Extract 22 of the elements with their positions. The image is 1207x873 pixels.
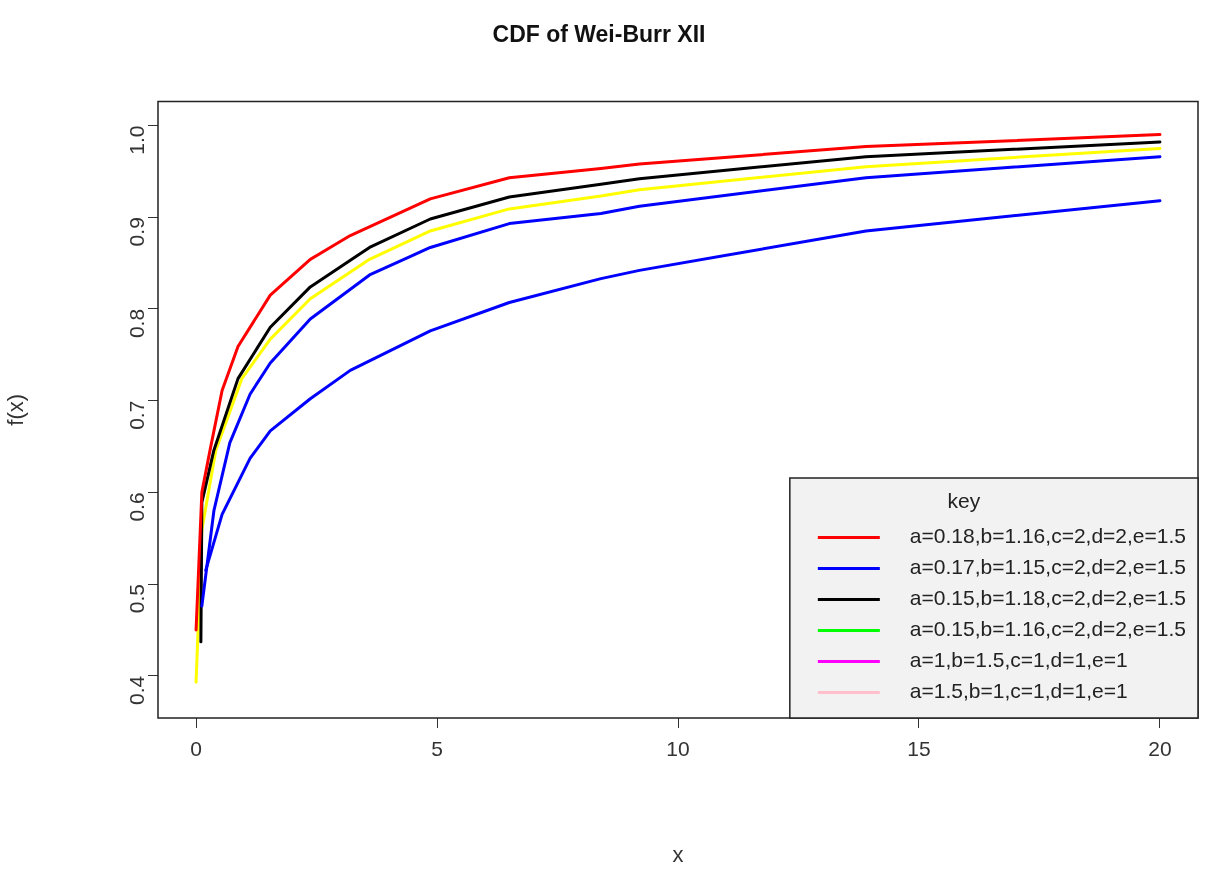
x-tick-label: 20: [1148, 737, 1172, 761]
legend-label: a=0.15,b=1.18,c=2,d=2,e=1.5: [909, 586, 1186, 610]
x-tick-label: 5: [431, 737, 443, 761]
legend-label: a=1.5,b=1,c=1,d=1,e=1: [909, 679, 1128, 703]
y-tick-label: 0.4: [124, 675, 148, 706]
legend-label: a=0.18,b=1.16,c=2,d=2,e=1.5: [909, 524, 1186, 548]
x-tick-label: 15: [907, 737, 931, 761]
x-tick-label: 0: [190, 737, 202, 761]
y-tick-label: 0.7: [124, 400, 148, 430]
y-tick-label: 1.0: [124, 125, 148, 155]
y-tick-label: 0.6: [124, 492, 148, 522]
legend-label: a=0.15,b=1.16,c=2,d=2,e=1.5: [909, 617, 1186, 641]
y-tick-label: 0.8: [124, 308, 148, 339]
x-tick-label: 10: [666, 737, 690, 761]
y-axis-title: f(x): [3, 393, 29, 426]
x-axis-title: x: [672, 841, 684, 867]
y-tick-label: 0.9: [124, 217, 148, 247]
legend-label: a=1,b=1.5,c=1,d=1,e=1: [909, 648, 1128, 672]
chart-title: CDF of Wei-Burr XII: [492, 21, 706, 48]
legend-label: a=0.17,b=1.15,c=2,d=2,e=1.5: [909, 555, 1186, 579]
legend-title: key: [947, 488, 981, 512]
y-tick-label: 0.5: [124, 584, 148, 614]
